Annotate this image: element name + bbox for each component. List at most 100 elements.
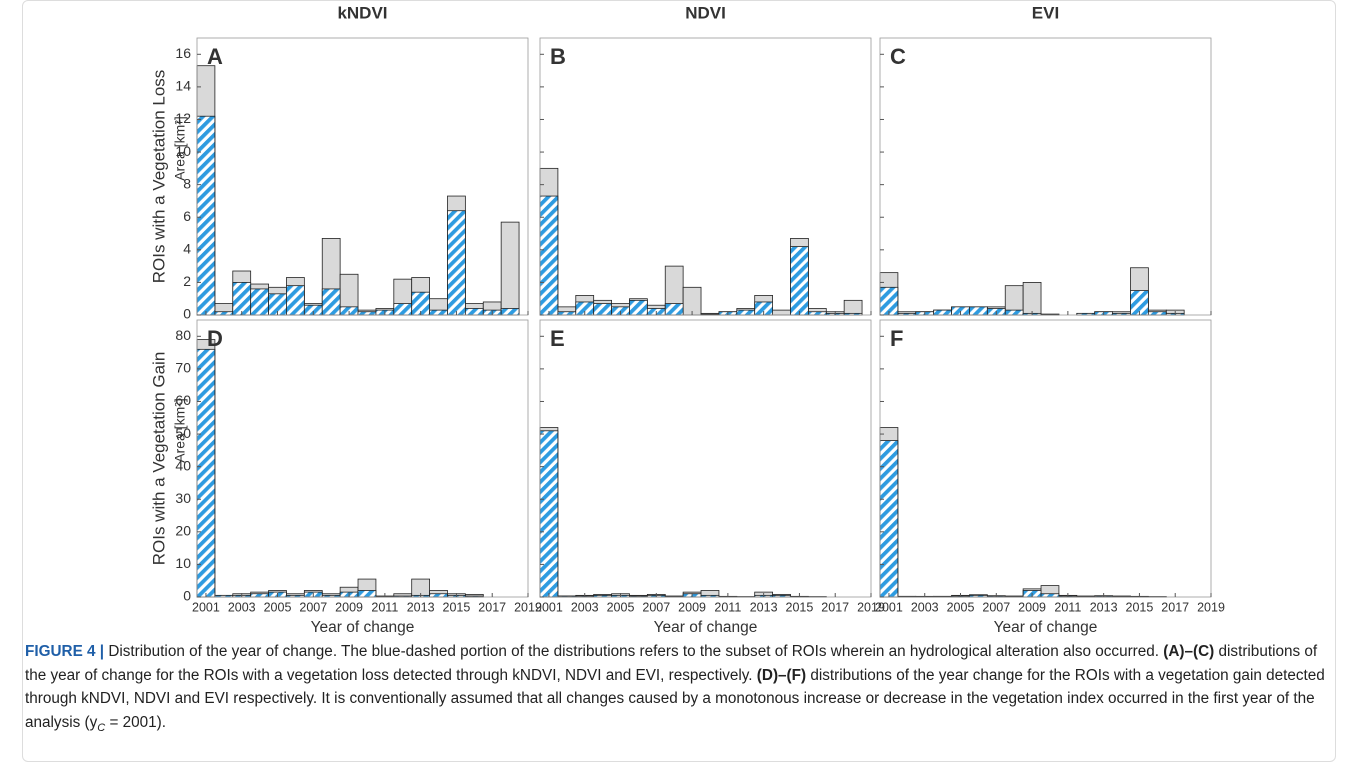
plot-area	[880, 320, 1211, 597]
x-tick-label: 2011	[371, 600, 398, 614]
y-tick-label: 14	[175, 78, 191, 94]
plot-frame	[539, 37, 872, 316]
bar	[286, 285, 305, 316]
bar	[429, 309, 448, 316]
x-tick-label: 2009	[1018, 600, 1046, 614]
bar	[879, 286, 899, 316]
x-axis-label: Year of change	[311, 619, 415, 636]
column-title: NDVI	[685, 3, 726, 22]
bar	[629, 299, 648, 316]
caption-text: C	[97, 722, 106, 735]
y-tick-label: 10	[175, 143, 191, 159]
plot-frame	[879, 319, 1212, 598]
caption-text: (A)–(C)	[1163, 643, 1215, 660]
row-label: ROIs with a Vegetation Gain	[149, 352, 168, 566]
bar	[933, 309, 952, 316]
x-tick-label: 2019	[1197, 600, 1225, 614]
column-title: EVI	[1032, 3, 1059, 22]
bar	[196, 115, 216, 316]
bar	[807, 311, 827, 316]
caption-text: distributions of the year change for the…	[25, 666, 1325, 732]
x-tick-label: 2019	[857, 600, 885, 614]
x-tick-label: 2011	[714, 600, 741, 614]
bar	[1040, 593, 1060, 598]
figure-frame	[22, 0, 1336, 762]
x-tick-label: 2013	[750, 600, 778, 614]
y-tick-label: 4	[183, 241, 191, 257]
bar	[557, 311, 577, 316]
y-tick-label: 40	[175, 457, 191, 473]
x-tick-label: 2017	[1161, 600, 1189, 614]
x-tick-label: 2003	[911, 600, 939, 614]
x-tick-label: 2005	[264, 600, 292, 614]
y-tick-label: 70	[175, 360, 191, 376]
x-tick-label: 2001	[875, 600, 903, 614]
x-tick-label: 2011	[1054, 600, 1081, 614]
y-tick-label: 10	[175, 555, 191, 571]
bar	[790, 246, 809, 316]
plot-frame	[196, 319, 529, 598]
panel-letter: B	[550, 44, 566, 69]
y-axis-label: Area [km²]	[172, 116, 188, 181]
x-tick-label: 2015	[786, 600, 814, 614]
bar	[500, 308, 520, 316]
bar	[357, 311, 377, 316]
y-tick-label: 50	[175, 425, 191, 441]
plot-frame	[539, 319, 872, 598]
x-tick-label: 2013	[407, 600, 435, 614]
bar	[1022, 282, 1042, 316]
bar	[1147, 311, 1167, 316]
bar	[682, 286, 702, 316]
x-tick-label: 2003	[571, 600, 599, 614]
x-tick-label: 2005	[947, 600, 975, 614]
bar	[250, 593, 269, 598]
x-tick-label: 2015	[1126, 600, 1154, 614]
x-axis-label: Year of change	[994, 619, 1098, 636]
y-tick-label: 80	[175, 327, 191, 343]
x-tick-label: 2013	[1090, 600, 1118, 614]
plot-area	[880, 38, 1211, 315]
y-axis-label: Area [km²]	[172, 398, 188, 463]
bar	[232, 282, 252, 316]
caption-text: distributions of the year of change for …	[25, 643, 1318, 684]
bar	[214, 311, 234, 316]
panel-letter: C	[890, 44, 906, 69]
bar	[969, 306, 988, 316]
y-tick-label: 0	[183, 588, 191, 604]
panel-letter: F	[890, 326, 903, 351]
panel-letter: D	[207, 326, 223, 351]
x-tick-label: 2001	[192, 600, 220, 614]
bar	[321, 288, 341, 316]
bar	[250, 288, 269, 316]
caption-text: = 2001).	[105, 714, 167, 732]
x-tick-label: 2019	[514, 600, 542, 614]
caption-text: Distribution of the year of change. The …	[104, 643, 1164, 660]
bar	[500, 221, 520, 316]
plot-area	[197, 320, 528, 597]
x-axis-label: Year of change	[654, 619, 758, 636]
bar	[393, 303, 413, 316]
y-tick-label: 0	[183, 306, 191, 322]
plot-area	[197, 38, 528, 315]
bar	[736, 309, 756, 316]
column-title: kNDVI	[337, 3, 387, 22]
bar	[843, 299, 863, 316]
bar	[464, 308, 484, 316]
bar	[879, 440, 899, 598]
y-tick-label: 12	[175, 110, 191, 126]
bar	[429, 593, 448, 598]
bar	[772, 309, 791, 316]
plot-area	[540, 320, 871, 597]
bar	[357, 590, 377, 598]
x-tick-label: 2003	[228, 600, 256, 614]
bar	[447, 210, 466, 316]
caption: FIGURE 4 | Distribution of the year of c…	[25, 640, 1331, 741]
bar	[1004, 309, 1024, 316]
x-tick-label: 2007	[642, 600, 670, 614]
x-tick-label: 2015	[443, 600, 471, 614]
plot-frame	[879, 37, 1212, 316]
x-tick-label: 2007	[299, 600, 327, 614]
y-tick-label: 30	[175, 490, 191, 506]
